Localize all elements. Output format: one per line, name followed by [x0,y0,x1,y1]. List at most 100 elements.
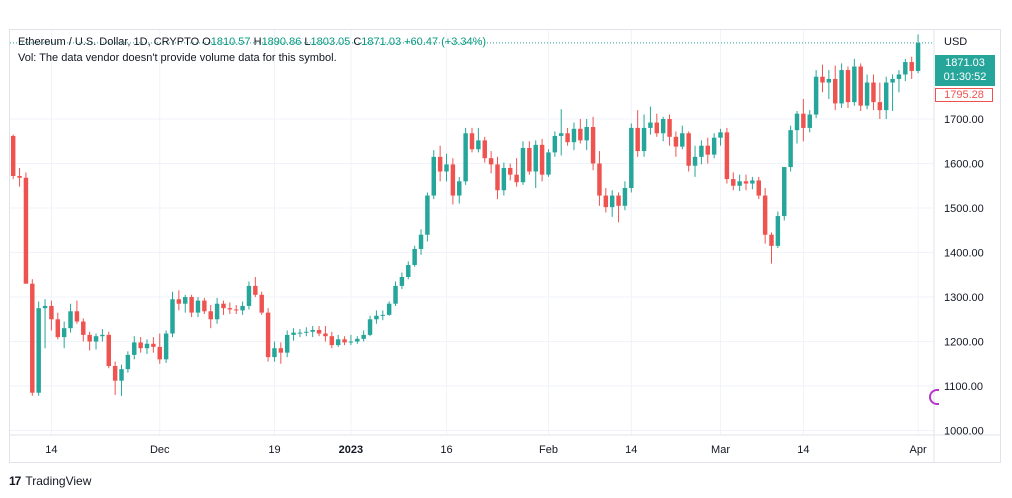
candle-body [240,305,245,311]
candle [170,291,175,338]
candle-body [367,319,373,335]
price-tick-label: 1700.00 [944,114,984,126]
price-tick-label: 1200.00 [944,337,984,349]
candle-body [195,300,201,313]
price-tick-label: 1100.00 [944,381,983,393]
currency-label: USD [944,36,967,48]
candle-body [469,133,475,150]
candle-body [686,133,691,166]
price-tick-label: 1400.00 [944,248,984,260]
candle [132,336,137,360]
candle-body [514,174,519,183]
time-tick-label: 14 [797,444,809,456]
candle [272,341,277,362]
candle [590,116,596,171]
candle-body [903,62,908,75]
candle-body [246,285,252,306]
candle-body [17,175,22,178]
candle [883,76,889,120]
candle [839,63,844,108]
candle-body [890,78,895,83]
candle-body [775,216,781,246]
candle-body [584,127,589,141]
candle-body [533,144,538,172]
candle [106,331,112,369]
time-axis[interactable]: 14 Dec 19 2023 16 Feb 14 Mar 14 Apr [45,444,927,456]
candle [903,58,908,82]
tradingview-logo[interactable]: 17 TradingView [9,473,91,489]
candle-body [119,369,124,381]
candle-body [807,114,812,128]
candle [609,190,615,217]
candle [125,351,131,373]
candle-body [692,156,698,166]
candle-body [335,339,341,346]
candle-body [832,78,838,104]
open-label: O [202,36,211,48]
candle-body [412,248,417,265]
candle [457,176,462,204]
candle-body [826,78,832,83]
candle [10,134,16,180]
candle [635,110,640,157]
candle-body [527,147,532,172]
candle [208,305,213,329]
candle [329,331,335,349]
candle-body [609,195,615,208]
candle-body [316,329,322,334]
candle [731,172,736,191]
candle-body [871,82,876,103]
candle-body [361,334,366,339]
change-value: +60.47 (+3.34%) [404,36,487,48]
candle [826,70,832,99]
candle [558,109,564,156]
last-price-value: 1871.03 [945,57,985,69]
price-tick-label: 1000.00 [944,426,984,438]
candle-body [813,76,819,115]
symbol-name[interactable]: Ethereum / U.S. Dollar, 1D, CRYPTO [18,36,200,48]
candle [151,337,156,353]
candle-body [641,127,647,152]
candle-body [87,334,92,342]
candle [852,58,857,106]
candle-body [355,338,360,342]
candle [253,277,258,298]
candle-body [132,342,137,355]
price-axis[interactable]: 1000.00 1100.00 1200.00 1300.00 1400.00 1500.… [944,114,984,438]
candle-body [896,74,902,79]
candle [667,114,672,146]
candle-body [788,130,793,168]
candle [718,128,723,146]
candle-body [265,312,271,358]
candle [495,156,500,200]
candle [692,145,698,177]
candle-body [284,334,290,353]
time-tick-label: Apr [910,444,927,456]
candle-body [673,136,679,147]
candle [30,279,35,396]
candle-body [374,315,379,320]
candle-body [30,283,35,393]
bar-countdown: 01:30:52 [943,71,987,83]
candle [813,70,819,119]
candle-body [450,164,456,196]
candle-body [291,332,296,335]
candle [406,261,411,280]
candle [233,305,239,314]
candle-body [272,348,277,358]
candle [622,181,628,211]
chart-frame: 1000.00 1100.00 1200.00 1300.00 1400.00 1500.… [9,29,1001,463]
candle-body [183,297,188,304]
grid-layer [10,30,934,435]
event-marker-icon[interactable] [929,389,939,405]
candle-body [399,277,405,286]
last-price-label: 1871.03 01:30:52 [935,55,995,86]
candle [711,133,717,159]
candle [195,297,201,318]
candle-body [227,308,233,310]
candle-body [501,167,507,191]
candle [858,63,863,111]
candle-body [482,140,487,159]
candlestick-chart[interactable]: 1000.00 1100.00 1200.00 1300.00 1400.00 1500.… [10,30,1000,462]
candle [119,364,124,396]
